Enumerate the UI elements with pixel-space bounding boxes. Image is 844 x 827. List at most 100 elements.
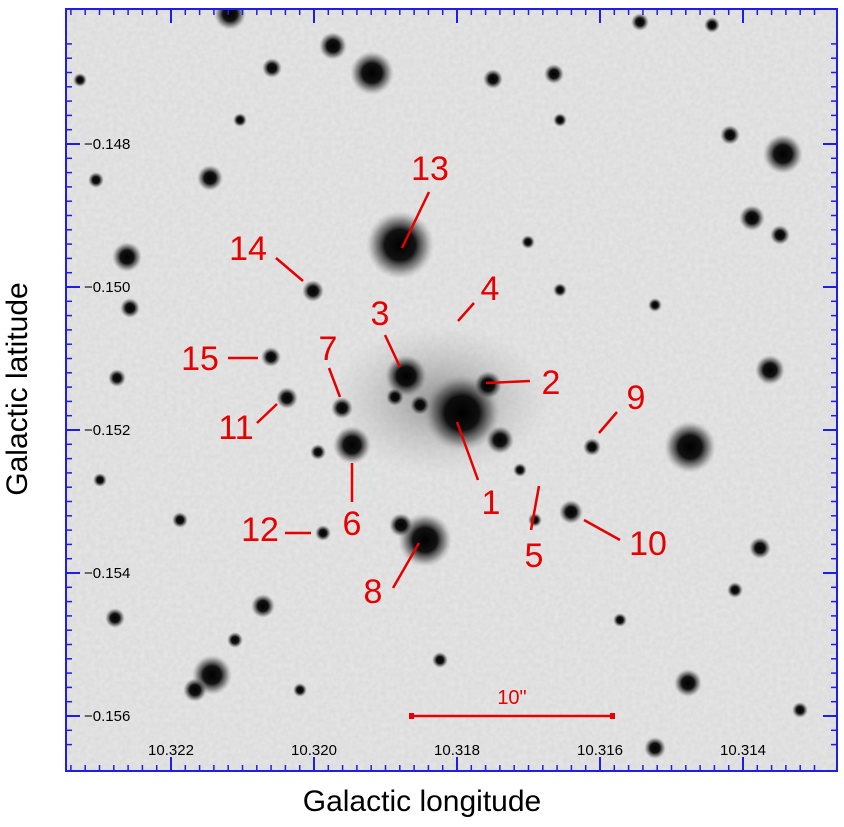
star-blob bbox=[276, 387, 298, 409]
star-blob bbox=[112, 242, 142, 272]
star-blob bbox=[553, 113, 567, 127]
source-2-annotation: 2 bbox=[485, 364, 561, 402]
star-blob bbox=[350, 51, 394, 95]
source-leader-line bbox=[327, 367, 342, 398]
source-leader-line bbox=[275, 257, 304, 282]
star-blob bbox=[739, 205, 765, 231]
scale-bar-label: 10" bbox=[497, 687, 526, 709]
source-5-annotation: 5 bbox=[525, 485, 544, 575]
star-blob bbox=[483, 69, 503, 89]
star-blob bbox=[727, 582, 743, 598]
star-blob bbox=[315, 525, 331, 541]
source-label: 13 bbox=[411, 150, 449, 188]
star-blob bbox=[770, 225, 790, 245]
star-blob bbox=[648, 298, 662, 312]
source-label: 12 bbox=[241, 511, 279, 549]
source-label: 5 bbox=[525, 537, 544, 575]
source-label: 11 bbox=[218, 409, 253, 447]
star-blob bbox=[410, 395, 430, 415]
x-tick-label: 10.318 bbox=[434, 742, 480, 759]
star-blob bbox=[302, 280, 324, 302]
sky-image bbox=[66, 9, 837, 771]
x-tick-label: 10.316 bbox=[577, 742, 623, 759]
star-blob bbox=[432, 652, 448, 668]
source-15-annotation: 15 bbox=[181, 340, 258, 378]
source-leader-line bbox=[485, 379, 531, 385]
source-leader-line bbox=[457, 302, 475, 322]
source-label: 3 bbox=[371, 295, 390, 333]
star-blob bbox=[310, 444, 326, 460]
star-blob bbox=[528, 513, 542, 527]
scale-bar: 10" bbox=[409, 687, 615, 719]
source-8-annotation: 8 bbox=[364, 542, 421, 611]
source-13-annotation: 13 bbox=[400, 150, 449, 249]
y-tick-label: −0.148 bbox=[84, 136, 130, 153]
source-leader-line bbox=[256, 403, 278, 424]
star-blob bbox=[73, 73, 87, 87]
source-leader-line bbox=[583, 518, 621, 542]
source-leader-line bbox=[391, 542, 421, 589]
star-blob bbox=[386, 388, 404, 406]
source-label: 14 bbox=[229, 230, 267, 268]
star-blob bbox=[366, 211, 434, 279]
x-tick-label: 10.320 bbox=[291, 742, 337, 759]
star-blob bbox=[664, 421, 716, 473]
star-blob bbox=[513, 463, 527, 477]
x-tick-label: 10.314 bbox=[720, 742, 766, 759]
star-blob bbox=[233, 113, 247, 127]
source-leader-line bbox=[455, 421, 480, 481]
source-label: 9 bbox=[627, 379, 646, 417]
star-blob bbox=[792, 702, 808, 718]
source-11-annotation: 11 bbox=[218, 403, 278, 447]
star-blob bbox=[319, 32, 347, 60]
star-blob bbox=[704, 17, 720, 33]
star-blob bbox=[108, 369, 126, 387]
source-1-annotation: 1 bbox=[455, 421, 501, 522]
frame-border bbox=[65, 8, 838, 772]
star-blob bbox=[331, 397, 353, 419]
source-leader-line bbox=[598, 411, 618, 434]
star-blob bbox=[521, 235, 535, 249]
star-blob bbox=[674, 669, 702, 697]
star-blob bbox=[749, 537, 771, 559]
star-blob bbox=[389, 513, 413, 537]
y-tick-label: −0.150 bbox=[84, 279, 130, 296]
source-14-annotation: 14 bbox=[229, 230, 304, 282]
source-leader-line bbox=[400, 191, 431, 249]
y-tick-label: −0.152 bbox=[84, 422, 130, 439]
star-blob bbox=[261, 347, 281, 367]
scale-bar-end bbox=[610, 713, 615, 719]
star-blob bbox=[644, 737, 666, 759]
star-blob bbox=[105, 608, 125, 628]
star-blob bbox=[613, 613, 627, 627]
source-10-annotation: 10 bbox=[583, 518, 667, 563]
source-label: 10 bbox=[629, 525, 667, 563]
source-label: 4 bbox=[481, 270, 500, 308]
y-axis-label: Galactic latitude bbox=[1, 282, 34, 496]
source-7-annotation: 7 bbox=[319, 330, 342, 398]
star-blob bbox=[559, 500, 583, 524]
y-tick-label: −0.154 bbox=[84, 565, 130, 582]
x-tick-label: 10.322 bbox=[148, 742, 194, 759]
star-blob bbox=[251, 594, 275, 618]
star-blob bbox=[333, 426, 371, 464]
source-12-annotation: 12 bbox=[241, 511, 311, 549]
star-blob bbox=[544, 64, 564, 84]
scale-bar-end bbox=[409, 713, 414, 719]
star-blob bbox=[183, 678, 207, 702]
star-blob bbox=[197, 165, 223, 191]
star-blob bbox=[486, 426, 514, 454]
source-label: 6 bbox=[343, 505, 362, 543]
star-blob bbox=[474, 371, 502, 399]
source-9-annotation: 9 bbox=[598, 379, 646, 434]
tick-labels: 10.322 10.320 10.318 10.316 10.314 −0.148 −0.1… bbox=[84, 136, 766, 759]
star-blob bbox=[583, 438, 601, 456]
source-label: 2 bbox=[542, 364, 561, 402]
star-blob bbox=[227, 632, 243, 648]
star-blob bbox=[631, 13, 649, 31]
star-blob bbox=[553, 283, 567, 297]
star-blob bbox=[763, 134, 803, 174]
source-label: 1 bbox=[482, 484, 501, 522]
